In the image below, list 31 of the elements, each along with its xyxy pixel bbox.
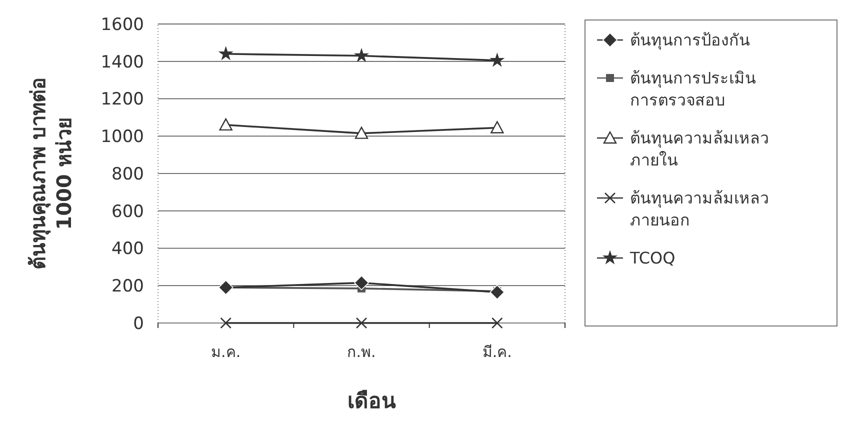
point (219, 118, 232, 131)
y-axis-title: ต้นทุนคุณภาพ บาทต่อ 1000 หน่วย (26, 78, 76, 270)
x-axis-title: เดือน (348, 389, 396, 413)
x-tick-label: ม.ค. (211, 343, 241, 361)
legend-label: ต้นทุนการประเมิน การตรวจสอบ (630, 68, 756, 110)
point (218, 46, 234, 60)
x-tick-label: มี.ค. (482, 343, 512, 361)
y-tick-label: 1600 (100, 14, 144, 35)
point (492, 317, 503, 329)
y-tick-label: 200 (112, 276, 144, 297)
legend-label: TCOQ (629, 248, 676, 268)
x-tick-label: ก.พ. (347, 343, 376, 361)
legend-label: ต้นทุนการป้องกัน (630, 30, 750, 51)
point (490, 284, 505, 300)
point (354, 48, 370, 62)
point (356, 317, 368, 329)
point (490, 121, 504, 134)
point (220, 317, 232, 329)
y-tick-label: 1200 (100, 90, 144, 110)
legend-label: ต้นทุนความล้มเหลว ภายนอก (630, 188, 769, 230)
point (218, 280, 234, 295)
point (354, 126, 368, 139)
point (490, 52, 505, 67)
y-tick-label: 800 (112, 164, 144, 184)
y-tick-label: 1400 (100, 52, 144, 72)
y-tick-label: 600 (112, 202, 144, 222)
y-tick-label: 1000 (100, 127, 144, 148)
point (354, 275, 369, 290)
y-tick-label: 0 (133, 314, 144, 334)
legend-label: ต้นทุนความล้มเหลว ภายใน (630, 128, 769, 170)
y-tick-label: 400 (112, 239, 144, 260)
